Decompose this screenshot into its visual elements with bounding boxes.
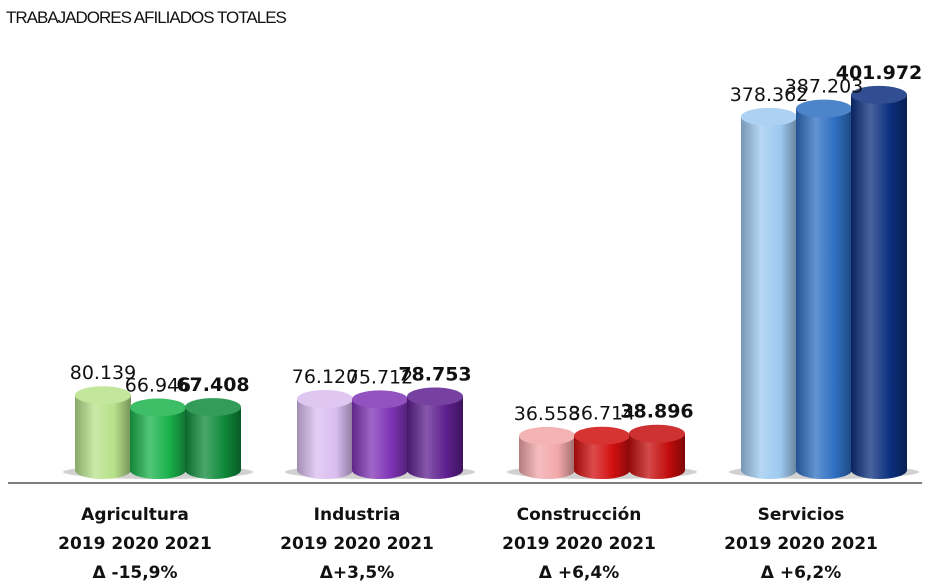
bar-top — [796, 99, 852, 118]
bar-top — [352, 390, 408, 409]
bar-top — [407, 387, 463, 406]
bar-agricultura-2020 — [130, 398, 186, 479]
category-label: Servicios — [758, 505, 845, 525]
years-label: 2019 2020 2021 — [724, 534, 878, 554]
change-label: Δ+3,5% — [320, 563, 395, 583]
value-label: 36.714 — [569, 403, 635, 425]
bar-agricultura-2021 — [185, 398, 241, 479]
category-label: Construcción — [517, 505, 642, 525]
bar-body — [851, 94, 907, 479]
value-label: 401.972 — [836, 62, 923, 84]
years-label: 2019 2020 2021 — [280, 534, 434, 554]
bar-top — [629, 424, 685, 443]
years-label: 2019 2020 2021 — [502, 534, 656, 554]
bar-body — [130, 407, 186, 479]
bar-body — [297, 398, 353, 479]
bar-body — [574, 435, 630, 479]
bar-top — [851, 85, 907, 104]
bar-servicios-2019 — [741, 107, 797, 480]
value-label: 36.558 — [514, 403, 580, 425]
value-label: 387.203 — [785, 76, 864, 98]
bar-construcción-2021 — [629, 424, 685, 479]
bar-construcción-2020 — [574, 426, 630, 479]
category-label: Industria — [314, 505, 401, 525]
bar-construcción-2019 — [519, 426, 575, 479]
bar-body — [741, 116, 797, 480]
bar-body — [407, 396, 463, 479]
bar-top — [75, 386, 131, 405]
value-label: 78.753 — [398, 363, 471, 385]
value-label: 76.120 — [292, 366, 358, 388]
value-label: 75.712 — [347, 366, 413, 388]
bar-agricultura-2019 — [75, 386, 131, 479]
bar-servicios-2021 — [851, 85, 907, 479]
bar-industria-2020 — [352, 390, 408, 479]
bar-top — [130, 398, 186, 417]
bar-body — [75, 395, 131, 479]
bar-top — [574, 426, 630, 445]
change-label: Δ -15,9% — [92, 563, 177, 583]
value-label: 38.896 — [620, 401, 693, 423]
chart-title: TRABAJADORES AFILIADOS TOTALES — [6, 8, 287, 27]
change-label: Δ +6,2% — [761, 563, 841, 583]
bar-body — [629, 433, 685, 479]
bar-top — [741, 107, 797, 126]
bar-body — [796, 108, 852, 479]
change-label: Δ +6,4% — [539, 563, 619, 583]
years-label: 2019 2020 2021 — [58, 534, 212, 554]
bar-industria-2021 — [407, 387, 463, 479]
bar-top — [185, 398, 241, 417]
bar-servicios-2020 — [796, 99, 852, 479]
bar-top — [297, 389, 353, 408]
bar-top — [519, 426, 575, 445]
value-label: 67.408 — [176, 374, 249, 396]
value-label: 66.946 — [125, 375, 191, 397]
value-label: 80.139 — [70, 362, 136, 384]
bar-body — [519, 435, 575, 479]
value-label: 378.362 — [730, 84, 809, 106]
category-label: Agricultura — [81, 505, 189, 525]
bar-industria-2019 — [297, 389, 353, 479]
bar-body — [352, 399, 408, 479]
bar-body — [185, 407, 241, 479]
